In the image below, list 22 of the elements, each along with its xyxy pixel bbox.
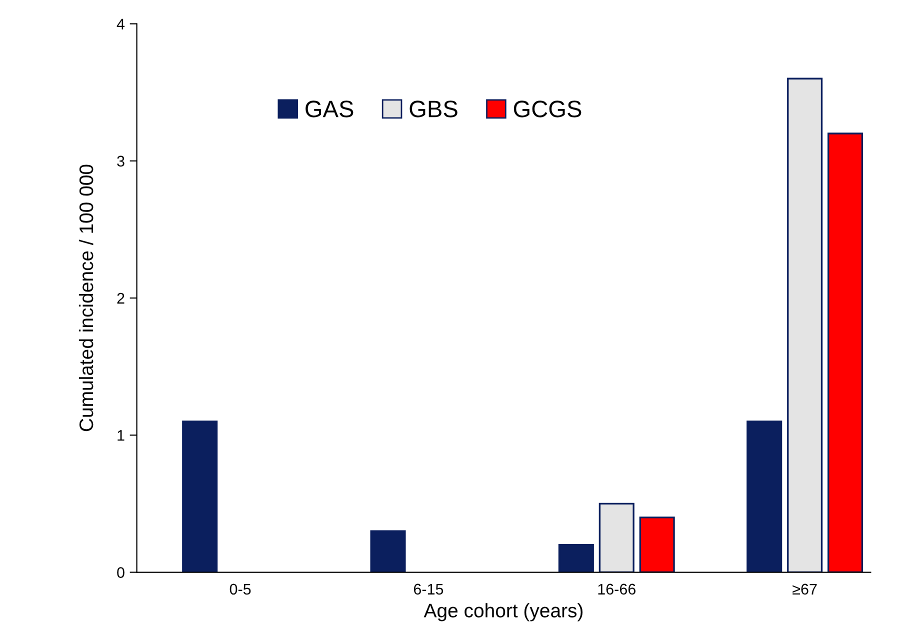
y-tick-label: 0: [117, 567, 124, 578]
y-axis-title: Cumulated incidence / 100 000: [78, 164, 94, 432]
x-tick-label: ≥67: [792, 584, 817, 595]
bar: [639, 516, 675, 572]
bar: [182, 420, 218, 572]
x-tick-label: 0-5: [230, 584, 251, 595]
y-tick-label: 4: [116, 18, 125, 30]
bar: [370, 530, 406, 572]
bar: [787, 78, 823, 572]
legend-label: GAS: [306, 100, 354, 118]
x-tick-label: 6-15: [414, 584, 444, 595]
legend-label: GCGS: [514, 100, 582, 118]
bar: [598, 502, 634, 572]
x-tick-label: 16-66: [598, 584, 636, 595]
bar: [746, 420, 782, 572]
y-tick-label: 1: [118, 430, 124, 441]
y-tick-label: 2: [117, 292, 124, 304]
legend-label: GBS: [410, 100, 458, 118]
x-axis-title: Age cohort (years): [424, 603, 583, 622]
bar: [827, 132, 864, 572]
y-tick-label: 3: [117, 156, 124, 167]
bar: [558, 544, 594, 572]
